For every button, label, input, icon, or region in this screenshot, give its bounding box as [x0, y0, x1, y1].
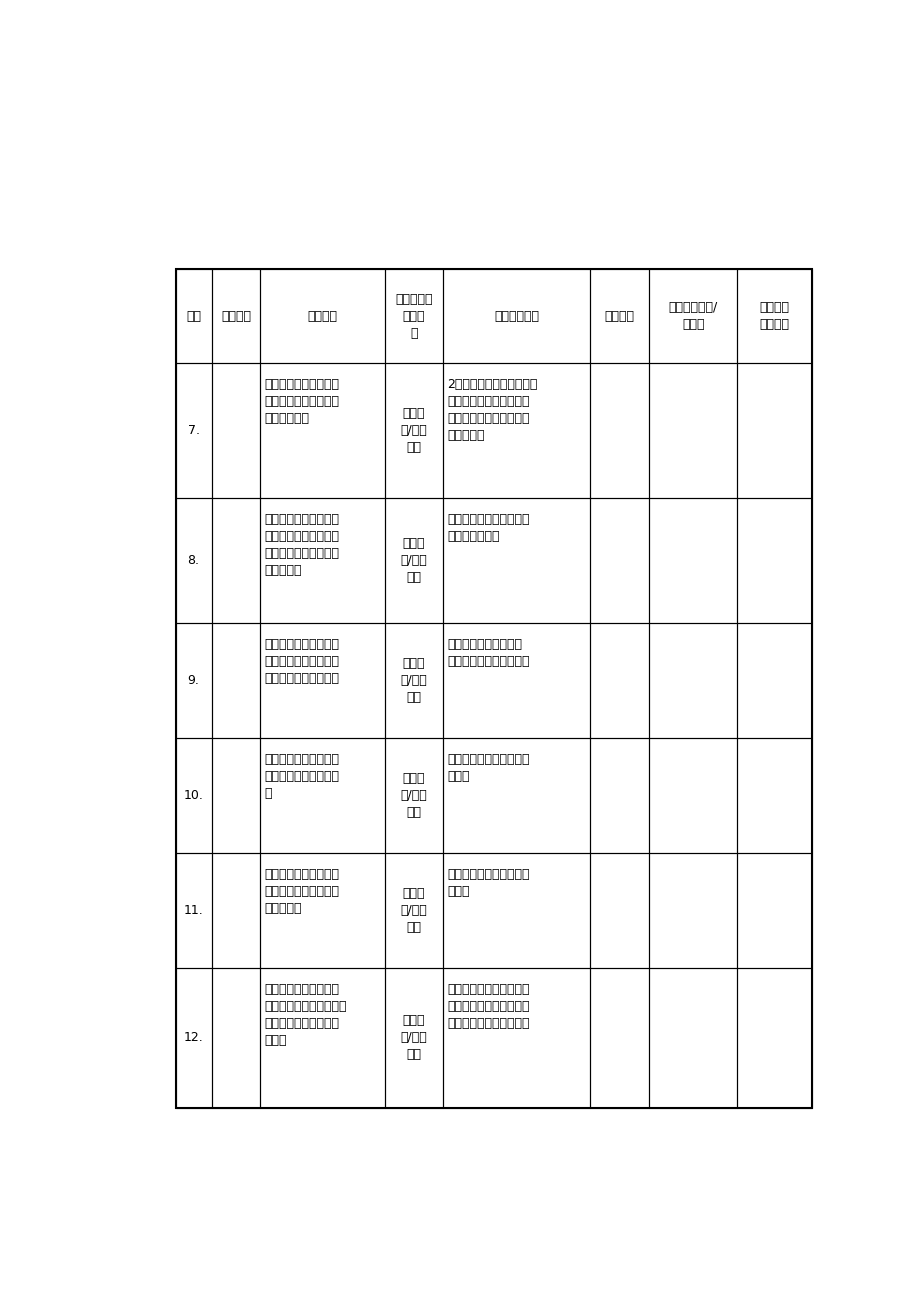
Bar — [260, 269, 384, 363]
Text: 风险部位: 风险部位 — [221, 310, 251, 323]
Bar — [384, 738, 443, 853]
Bar — [590, 269, 648, 363]
Text: 排查责任部门/
责任人: 排查责任部门/ 责任人 — [668, 302, 717, 332]
Bar — [260, 498, 384, 623]
Bar — [384, 498, 443, 623]
Text: 加工车
间/车间
主任: 加工车 间/车间 主任 — [400, 407, 426, 454]
Text: 板材折弯机作业时电源
线破、锁紧装置故障，
手误入折弯口: 板材折弯机作业时电源 线破、锁紧装置故障， 手误入折弯口 — [264, 379, 339, 425]
Bar — [443, 738, 590, 853]
Bar — [211, 738, 260, 853]
Bar — [648, 968, 736, 1107]
Bar — [260, 968, 384, 1107]
Bar — [260, 623, 384, 738]
Bar — [648, 498, 736, 623]
Bar — [384, 363, 443, 498]
Text: 失职部门、
失职人
员: 失职部门、 失职人 员 — [395, 293, 432, 340]
Text: 风险管控措施: 风险管控措施 — [494, 310, 539, 323]
Bar — [176, 853, 211, 968]
Bar — [590, 738, 648, 853]
Bar — [211, 853, 260, 968]
Text: 排查时间: 排查时间 — [604, 310, 634, 323]
Bar — [590, 968, 648, 1107]
Text: 加工车
间/车间
主任: 加工车 间/车间 主任 — [400, 1015, 426, 1062]
Bar — [176, 968, 211, 1107]
Bar — [384, 269, 443, 363]
Bar — [443, 498, 590, 623]
Bar — [736, 363, 811, 498]
Text: 剪板机、切割机等各类
加工设备绝缘损坏、设
备漏电、接地保护失效: 剪板机、切割机等各类 加工设备绝缘损坏、设 备漏电、接地保护失效 — [264, 637, 339, 686]
Text: 11.: 11. — [184, 904, 203, 917]
Text: 加工车
间/车间
主任: 加工车 间/车间 主任 — [400, 771, 426, 820]
Text: 风险辨识: 风险辨识 — [307, 310, 337, 323]
Text: 剪板机行程限位失效，
传动外露部分防护装置
破损或缺失。操盘时手
误入剪切口: 剪板机行程限位失效， 传动外露部分防护装置 破损或缺失。操盘时手 误入剪切口 — [264, 513, 339, 578]
Bar — [211, 623, 260, 738]
Bar — [590, 623, 648, 738]
Text: 增加光栅，定期检查检
修，规范使用各电器设备: 增加光栅，定期检查检 修，规范使用各电器设备 — [447, 637, 528, 669]
Text: 配备护目镜，严格执行操
作规程: 配备护目镜，严格执行操 作规程 — [447, 753, 528, 783]
Bar — [648, 738, 736, 853]
Bar — [443, 968, 590, 1107]
Text: 强光强热，未佩戴护目
镜，设备未停稳上去取
料: 强光强热，未佩戴护目 镜，设备未停稳上去取 料 — [264, 753, 339, 800]
Text: 序号: 序号 — [186, 310, 201, 323]
Bar — [211, 363, 260, 498]
Bar — [211, 498, 260, 623]
Bar — [648, 269, 736, 363]
Bar — [260, 853, 384, 968]
Bar — [590, 363, 648, 498]
Text: 每日进行清理，严格按照
操作规程工作结束设备断
电、清理现场、人员撤离: 每日进行清理，严格按照 操作规程工作结束设备断 电、清理现场、人员撤离 — [447, 984, 528, 1030]
Bar — [736, 498, 811, 623]
Text: 加工车
间/车间
主任: 加工车 间/车间 主任 — [400, 887, 426, 934]
Bar — [736, 269, 811, 363]
Text: 2人以上作业，定期对折弯
机进行维保，重点查看锁
紧装置，操作人员严格执
行操作规程: 2人以上作业，定期对折弯 机进行维保，重点查看锁 紧装置，操作人员严格执 行操作… — [447, 379, 537, 442]
Text: 加工车
间/车间
主任: 加工车 间/车间 主任 — [400, 657, 426, 704]
Bar — [176, 498, 211, 623]
Bar — [736, 968, 811, 1107]
Bar — [736, 853, 811, 968]
Bar — [176, 623, 211, 738]
Bar — [176, 269, 211, 363]
Text: 工作结束后未断电，设
备异常运行，地面湿滑，
现场杂乱，有铁屑或零
碎材料: 工作结束后未断电，设 备异常运行，地面湿滑， 现场杂乱，有铁屑或零 碎材料 — [264, 984, 346, 1047]
Bar — [176, 269, 811, 1108]
Bar — [176, 738, 211, 853]
Bar — [736, 738, 811, 853]
Text: 9.: 9. — [187, 674, 199, 687]
Bar — [648, 363, 736, 498]
Bar — [443, 853, 590, 968]
Bar — [590, 853, 648, 968]
Bar — [648, 623, 736, 738]
Bar — [443, 623, 590, 738]
Text: 防范措施
落实情况: 防范措施 落实情况 — [759, 302, 789, 332]
Bar — [443, 363, 590, 498]
Text: 定期维保，有操作规程，
有双手操作系统: 定期维保，有操作规程， 有双手操作系统 — [447, 513, 528, 544]
Text: 12.: 12. — [184, 1032, 203, 1045]
Bar — [211, 269, 260, 363]
Bar — [211, 968, 260, 1107]
Bar — [648, 853, 736, 968]
Bar — [384, 853, 443, 968]
Bar — [590, 498, 648, 623]
Bar — [384, 968, 443, 1107]
Bar — [443, 269, 590, 363]
Bar — [260, 738, 384, 853]
Text: 切割时火花飞溅，有弧
光未佩戴眼镜，未等工
件降温取件: 切割时火花飞溅，有弧 光未佩戴眼镜，未等工 件降温取件 — [264, 868, 339, 915]
Text: 7.: 7. — [187, 424, 199, 437]
Text: 8.: 8. — [187, 554, 199, 567]
Text: 10.: 10. — [184, 788, 203, 801]
Text: 加工车
间/车间
主任: 加工车 间/车间 主任 — [400, 537, 426, 584]
Text: 配备护目镜，严格执行操
作规程: 配备护目镜，严格执行操 作规程 — [447, 868, 528, 898]
Bar — [736, 623, 811, 738]
Bar — [384, 623, 443, 738]
Bar — [260, 363, 384, 498]
Bar — [176, 363, 211, 498]
